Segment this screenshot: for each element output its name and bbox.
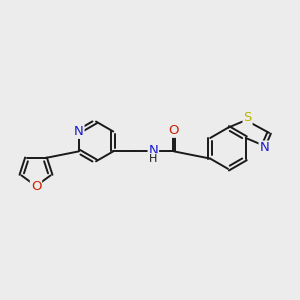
- Text: N: N: [148, 144, 158, 157]
- Text: O: O: [169, 124, 179, 137]
- Text: H: H: [149, 154, 158, 164]
- Text: N: N: [74, 125, 84, 138]
- Text: O: O: [31, 179, 41, 193]
- Text: N: N: [260, 141, 269, 154]
- Text: S: S: [243, 111, 252, 124]
